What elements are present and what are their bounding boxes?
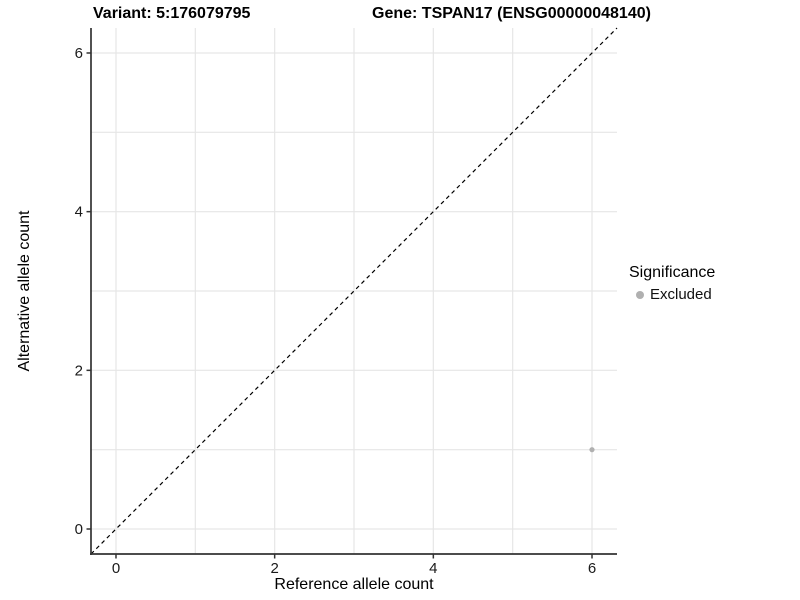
x-axis-title: Reference allele count [274,576,434,593]
x-tick-label: 0 [112,560,120,577]
x-tick-label: 2 [270,560,278,577]
legend-item-label: Excluded [650,286,712,303]
gene-title: Gene: TSPAN17 (ENSG00000048140) [372,5,651,22]
y-tick-label: 4 [75,204,83,221]
legend-item-excluded: Excluded [629,286,715,303]
y-tick-label: 0 [75,521,83,538]
x-tick-label: 4 [429,560,437,577]
data-point [589,447,595,453]
y-tick-label: 6 [75,45,83,62]
variant-title: Variant: 5:176079795 [93,5,251,22]
legend-title: Significance [629,264,716,281]
legend: Significance Excluded [629,264,715,303]
legend-key-dot [636,290,644,299]
x-tick-label: 6 [588,560,596,577]
identity-reference-line [90,27,618,555]
y-axis-title: Alternative allele count [16,210,33,372]
y-tick-label: 2 [75,362,83,379]
